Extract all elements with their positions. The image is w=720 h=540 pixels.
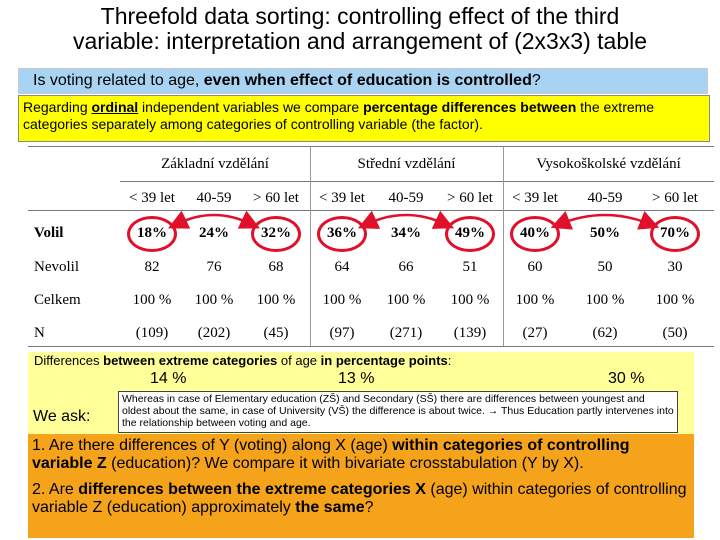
age-header-0: < 39 let [129,190,175,206]
title-line-2: variable: interpretation and arrangement… [72,28,648,54]
diff-mid: of age [277,353,321,368]
age-header-6: < 39 let [512,190,558,206]
q2-end: ? [364,499,374,516]
table-cell-r2-c0: 100 % [132,292,172,308]
table-cell-r0-c1: 24% [199,225,229,241]
table-cell-r2-c7: 100 % [585,292,625,308]
age-header-1: 40-59 [196,190,232,206]
table-cell-r1-c1: 76 [206,259,222,275]
title-line-1: Threefold data sorting: controlling effe… [100,3,620,29]
slide-title: Threefold data sorting: controlling effe… [0,4,720,54]
question-1: 1. Are there differences of Y (voting) a… [28,434,694,473]
group-elementary: Základní vzdělání [161,156,269,172]
table-cell-r3-c4: (271) [389,325,423,341]
table-divider [503,146,504,346]
table-rule [28,210,714,211]
diff-pre: Differences [34,353,104,368]
differences-caption: Differences between extreme categories o… [28,352,694,372]
diff-bold: between extreme categories [103,353,278,368]
table-cell-r1-c0: 82 [144,259,160,275]
table-cell-r2-c3: 100 % [322,292,362,308]
question-bold: even when effect of education is control… [203,72,532,89]
question-2: 2. Are differences between the extreme c… [28,473,694,517]
q2-text: 2. Are [32,481,79,498]
age-header-5: > 60 let [447,190,493,206]
age-header-7: 40-59 [587,190,623,206]
diff-value-elementary: 14 % [150,370,187,387]
table-cell-r3-c3: (97) [329,325,355,341]
age-header-3: < 39 let [319,190,365,206]
table-cell-r2-c2: 100 % [256,292,296,308]
group-secondary: Střední vzdělání [357,156,456,172]
q2-rest: (age) within categories of controlling v… [32,481,687,516]
difference-values: 14 % 13 % 30 % [28,370,694,388]
table-cell-r3-c0: (109) [135,325,169,341]
table-cell-r1-c7: 50 [597,259,613,275]
group-university: Vysokoškolské vzdělání [536,156,681,172]
highlight-oval-1 [251,216,301,252]
highlight-oval-2 [317,216,367,252]
table-cell-r2-c5: 100 % [450,292,490,308]
question-post: ? [531,72,541,89]
row-label-2: Celkem [34,292,81,308]
note-text-1: Regarding [23,99,92,115]
age-header-8: > 60 let [652,190,698,206]
note-text-5: the extreme categories separately among … [23,99,655,132]
q1-rest: (education)? We compare it with bivariat… [106,455,584,472]
comparison-arrow-0 [168,210,260,229]
table-rule [28,346,714,347]
table-cell-r1-c2: 68 [268,259,284,275]
table-cell-r1-c5: 51 [462,259,478,275]
table-cell-r1-c8: 30 [667,259,683,275]
diff-bold-2: in percentage points [320,353,448,368]
question-pre: Is voting related to age, [33,72,204,89]
q2-bold: differences between the extreme categori… [78,481,426,498]
table-cell-r1-c6: 60 [527,259,543,275]
note-percentage-differences: percentage differences between [363,99,577,115]
table-cell-r3-c2: (45) [263,325,289,341]
table-cell-r3-c6: (27) [522,325,548,341]
note-text-3: independent variables we compare [138,99,364,115]
ordinal-note: Regarding ordinal independent variables … [18,95,710,142]
research-question: Is voting related to age, even when effe… [18,68,708,94]
highlight-oval-0 [127,216,177,252]
table-cell-r2-c4: 100 % [386,292,426,308]
table-cell-r3-c1: (202) [197,325,231,341]
table-cell-r2-c1: 100 % [194,292,234,308]
q1-text: 1. Are there differences of Y (voting) a… [32,437,393,454]
we-ask-label: We ask: [33,408,91,425]
table-cell-r1-c4: 66 [398,259,414,275]
row-label-0: Volil [34,225,64,241]
diff-post: : [447,353,452,368]
table-cell-r3-c8: (50) [662,325,688,341]
questions-box: 1. Are there differences of Y (voting) a… [28,434,694,538]
age-header-2: > 60 let [253,190,299,206]
q1-bold: within categories of controlling variabl… [32,437,630,472]
table-cell-r3-c5: (139) [453,325,487,341]
table-divider [310,146,311,346]
q2-same: the same [295,499,365,516]
table-cell-r3-c7: (62) [592,325,618,341]
table-cell-r0-c4: 34% [391,225,421,241]
table-rule [28,146,714,147]
diff-value-secondary: 13 % [338,370,375,387]
table-cell-r2-c8: 100 % [655,292,695,308]
note-ordinal: ordinal [91,99,139,115]
highlight-oval-4 [510,216,560,252]
comparison-arrow-2 [550,211,660,230]
highlight-oval-3 [445,216,495,252]
table-cell-r2-c6: 100 % [515,292,555,308]
interpretation-box: Whereas in case of Elementary education … [118,391,678,433]
row-label-3: N [34,325,45,341]
comparison-arrow-1 [357,210,455,229]
highlight-oval-5 [650,216,700,252]
table-cell-r1-c3: 64 [334,259,350,275]
table-rule [120,181,714,182]
row-label-1: Nevolil [34,259,79,275]
diff-value-university: 30 % [608,370,645,387]
age-header-4: 40-59 [388,190,424,206]
